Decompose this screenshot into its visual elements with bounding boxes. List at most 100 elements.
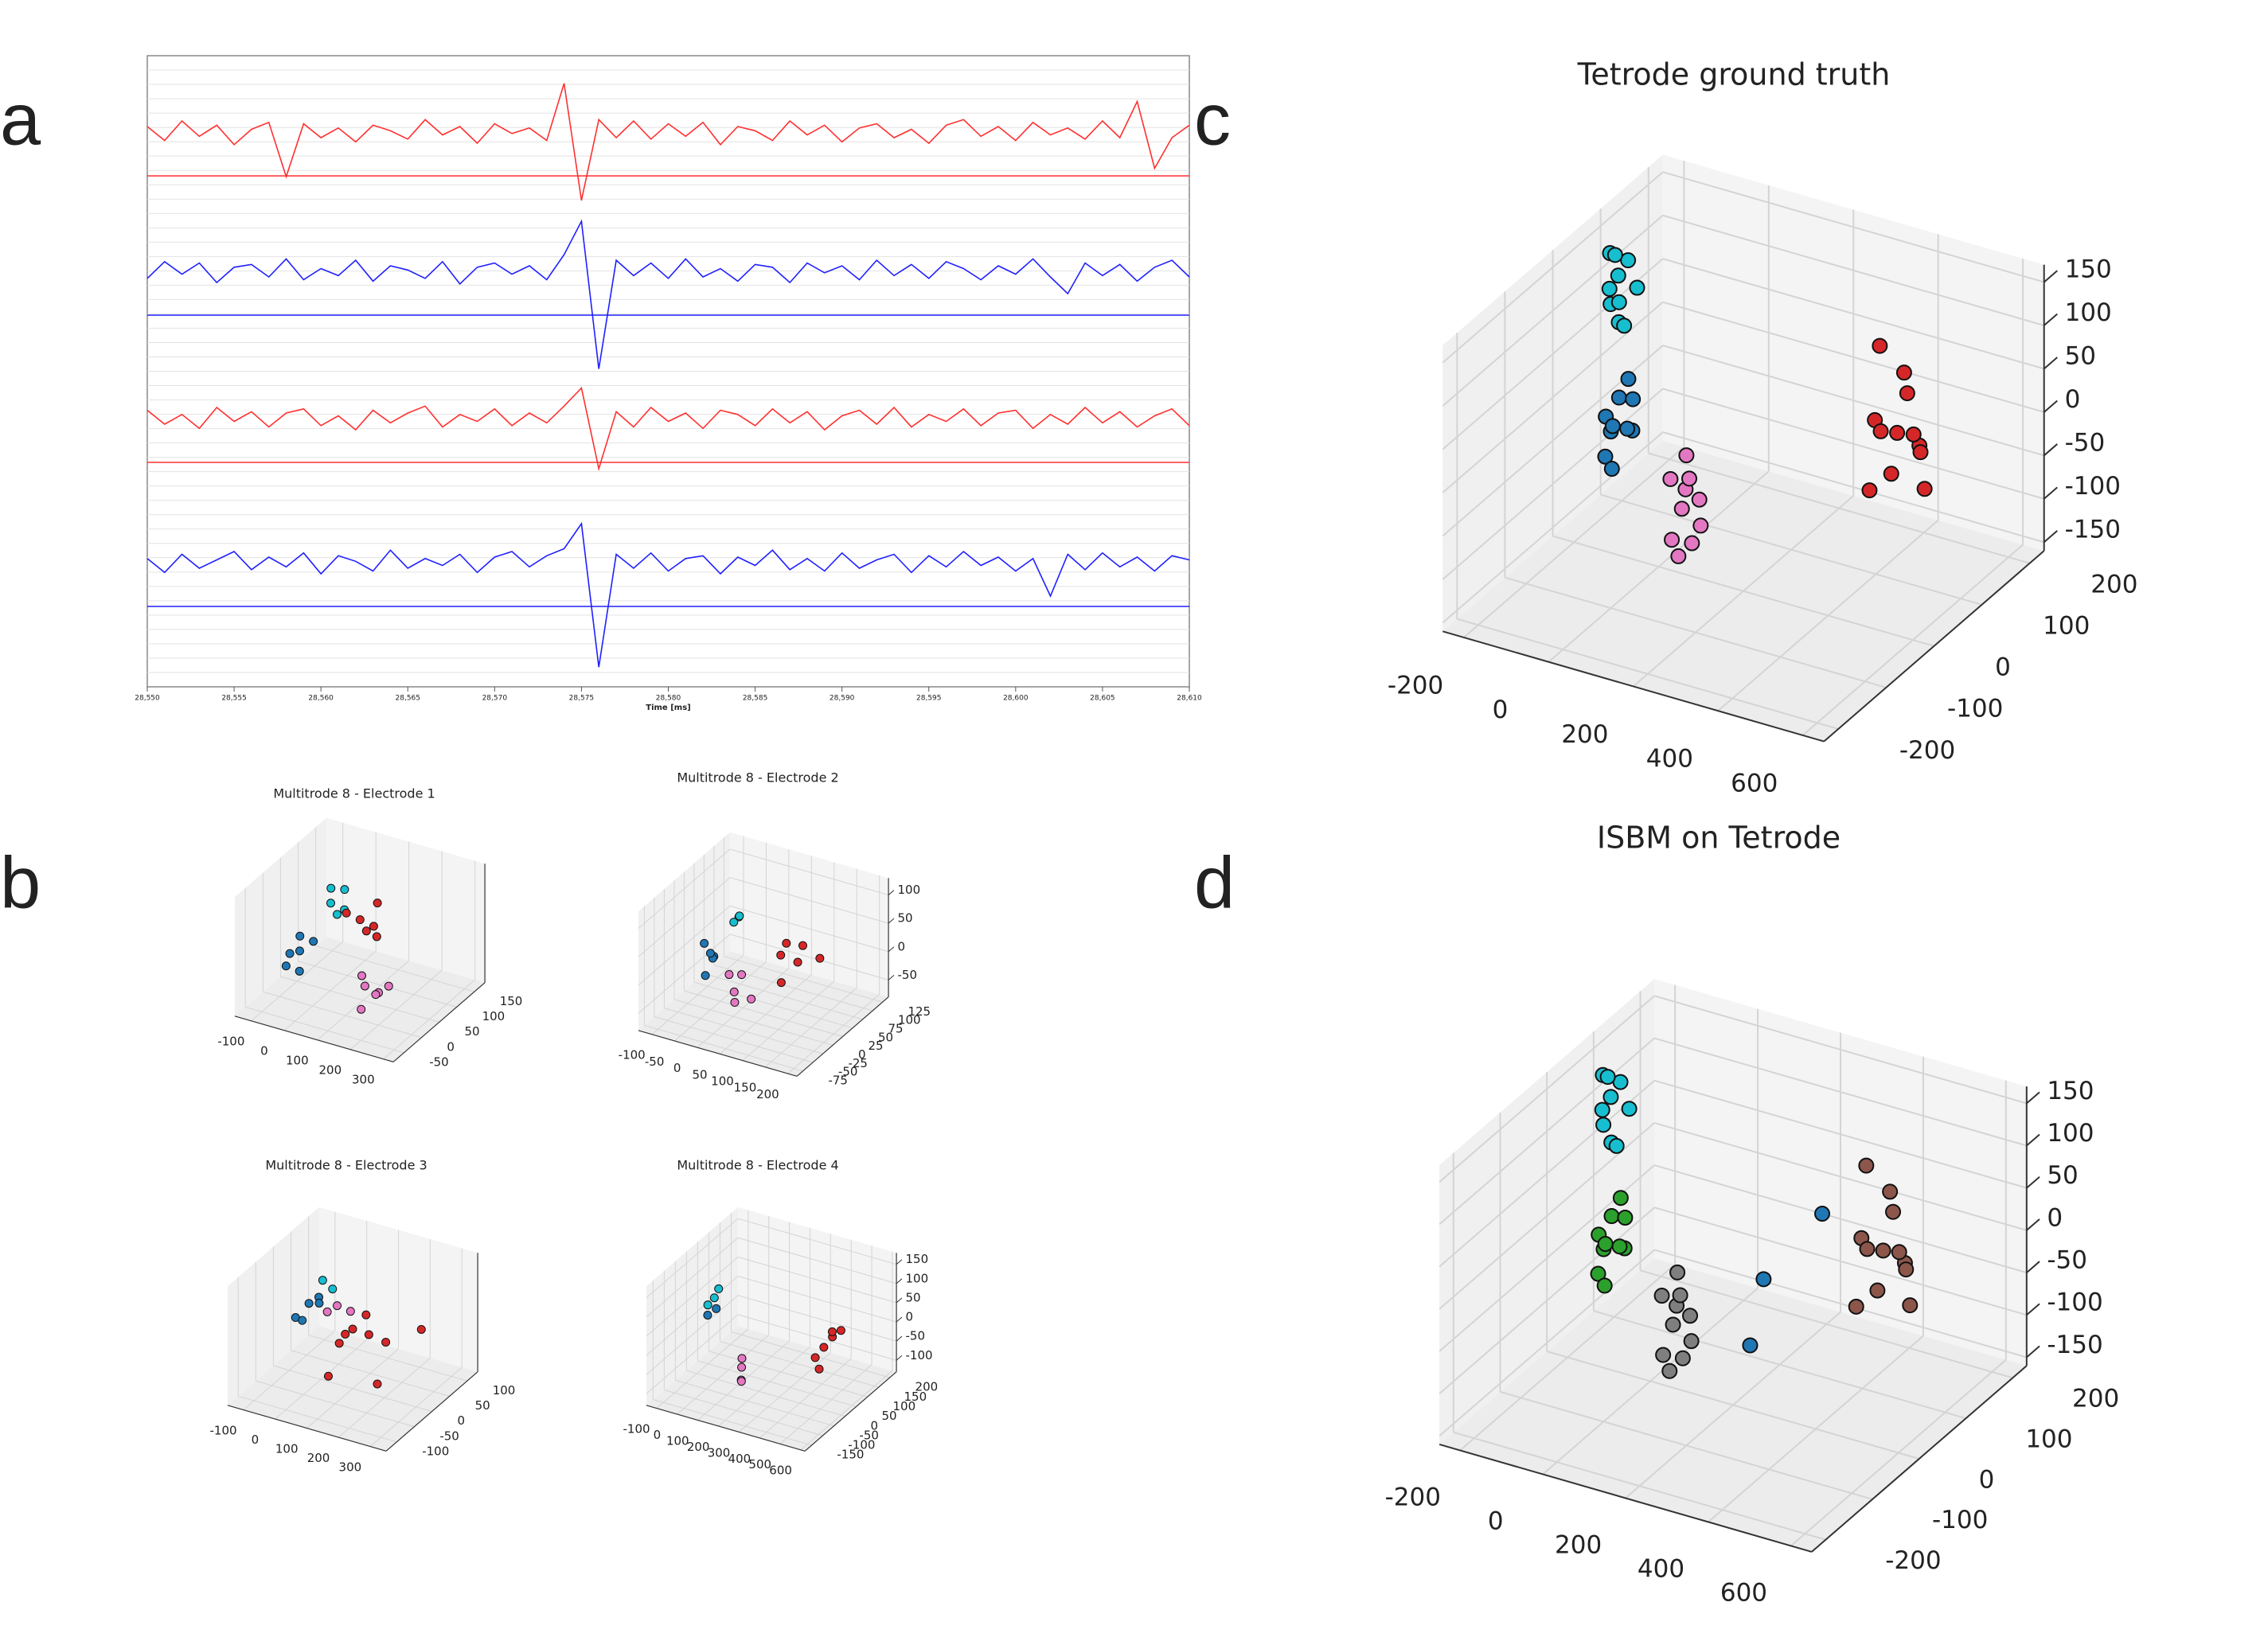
point	[1883, 466, 1899, 482]
point	[341, 1329, 350, 1339]
x-tick-label: 0	[252, 1433, 260, 1447]
grid-line	[737, 1256, 897, 1304]
grid-line	[1653, 1037, 2028, 1147]
grid-line	[646, 1218, 739, 1299]
point	[703, 1310, 712, 1320]
grid-line	[1662, 258, 2044, 370]
point	[827, 1327, 837, 1336]
x-tick-label: 28,580	[656, 695, 681, 703]
z-tick-label: -50	[897, 968, 917, 982]
point	[332, 910, 342, 919]
point	[1902, 1297, 1919, 1314]
grid-line	[759, 1358, 852, 1439]
z-tick-label: -150	[2065, 515, 2121, 544]
chart-title: Multitrode 8 - Electrode 2	[677, 770, 838, 786]
x-axis	[1438, 1443, 1813, 1553]
z-tick-label: 0	[2047, 1203, 2063, 1232]
grid-line	[315, 945, 474, 992]
x-tick-label: 200	[1561, 720, 1608, 749]
grid-line	[1442, 214, 1664, 407]
point	[304, 1299, 314, 1308]
z-tick	[896, 1278, 903, 1285]
grid-line	[738, 1352, 831, 1433]
x-tick-label: 28,600	[1003, 695, 1029, 703]
x-tick-label: -200	[1385, 1483, 1441, 1512]
z-tick	[2026, 1303, 2040, 1316]
y-tick-label: 100	[2025, 1425, 2072, 1453]
point	[295, 966, 304, 976]
z-tick	[896, 1316, 903, 1323]
z-tick	[2044, 400, 2058, 413]
y-tick-label: 100	[898, 1013, 921, 1027]
point	[1895, 364, 1912, 381]
point	[355, 915, 365, 925]
z-tick	[2026, 1133, 2040, 1147]
x-tick-label: 500	[748, 1457, 771, 1472]
point	[814, 1364, 824, 1374]
point	[1885, 1203, 1902, 1220]
z-tick-label: -100	[2065, 472, 2121, 501]
x-tick-label: 100	[711, 1074, 734, 1088]
point	[810, 1353, 820, 1362]
point	[373, 1379, 382, 1389]
point	[1669, 1264, 1686, 1281]
grid-line	[686, 1370, 845, 1417]
point	[1682, 1308, 1699, 1324]
point	[361, 926, 371, 936]
grid-line	[646, 1237, 739, 1318]
x-tick-label: 28,565	[396, 695, 421, 703]
point	[1610, 294, 1627, 310]
point	[737, 1354, 747, 1363]
y-tick-label: 0	[457, 1413, 465, 1428]
pane	[646, 1207, 738, 1405]
panel-letter: a	[0, 79, 41, 160]
z-tick	[2026, 1175, 2040, 1189]
grid-line	[646, 1314, 739, 1394]
grid-line	[800, 1370, 893, 1451]
chart-title: Tetrode ground truth	[1577, 57, 1891, 92]
grid-line	[1662, 345, 2044, 457]
grid-line	[1442, 431, 1664, 624]
z-tick	[2026, 1345, 2040, 1359]
point	[701, 971, 710, 980]
grid-line	[1662, 388, 2044, 500]
x-tick-label: 600	[1731, 769, 1778, 797]
z-tick	[896, 1259, 903, 1265]
y-tick-label: -50	[859, 1428, 879, 1442]
y-axis	[796, 996, 889, 1077]
z-tick-label: 150	[2047, 1077, 2094, 1105]
y-tick-label: 150	[904, 1390, 927, 1404]
point	[1661, 1362, 1678, 1379]
grid-line	[1662, 431, 2044, 544]
x-tick-label: -200	[1388, 671, 1443, 700]
y-tick-label: 100	[892, 1399, 915, 1413]
point	[747, 994, 756, 1004]
point	[1665, 1316, 1681, 1333]
grid-line	[1648, 452, 2030, 564]
grid-line	[280, 976, 439, 1023]
pane	[326, 817, 486, 983]
point	[1625, 391, 1641, 407]
y-tick-label: 125	[908, 1004, 931, 1019]
grid-line	[729, 934, 889, 980]
x-tick-label: 0	[1488, 1507, 1504, 1536]
x-axis	[234, 1016, 394, 1062]
grid-line	[1438, 1037, 1655, 1226]
x-tick-label: 28,570	[482, 695, 508, 703]
grid-line	[1442, 388, 1664, 580]
x-tick-label: 200	[1555, 1531, 1602, 1560]
grid-line	[684, 990, 843, 1037]
point	[348, 1324, 357, 1334]
grid-line	[1505, 576, 1887, 688]
point	[298, 1316, 307, 1325]
grid-line	[729, 848, 889, 896]
z-tick	[2026, 1218, 2040, 1231]
point	[333, 1301, 342, 1311]
grid-line	[1653, 1079, 2028, 1189]
point	[1599, 1069, 1616, 1086]
grid-line	[718, 1346, 810, 1427]
point	[1861, 482, 1878, 499]
pane	[729, 832, 889, 997]
y-tick-label: 100	[482, 1009, 506, 1023]
y-tick-label: -100	[422, 1444, 449, 1459]
